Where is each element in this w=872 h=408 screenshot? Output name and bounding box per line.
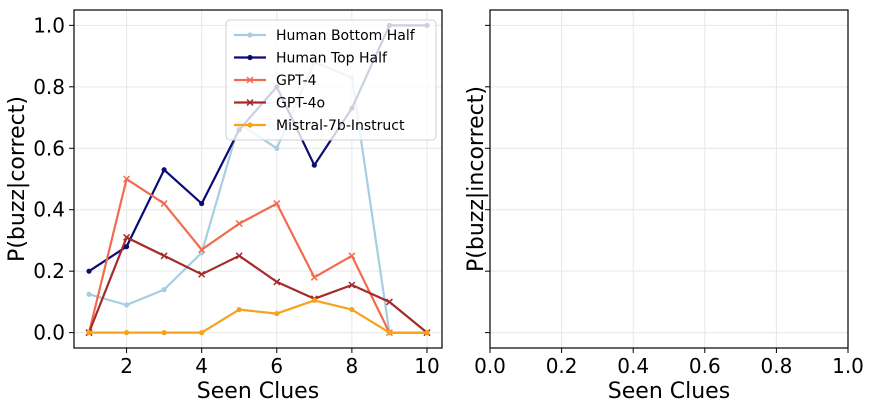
data-point-gpt-4o: [123, 233, 131, 241]
data-point-gpt-4: [310, 273, 318, 281]
data-point-gpt-4: [348, 252, 356, 260]
right-plot-frame: [489, 9, 849, 349]
legend-item-gpt-4o: GPT-4o: [234, 96, 325, 112]
left-y-tick-label: 0.0: [33, 321, 65, 345]
left-y-tick-label: 1.0: [33, 13, 65, 37]
left-y-tick-label: 0.6: [33, 136, 65, 160]
right-x-tick-label: 1.0: [832, 354, 864, 378]
right-x-ticks: 0.0 0.2 0.4 0.6 0.8 1.0: [474, 348, 864, 378]
data-point-human-bottom-half: [161, 287, 167, 293]
legend-marker: [247, 32, 253, 38]
left-x-axis-label: Seen Clues: [197, 379, 319, 404]
data-point-human-bottom-half: [86, 291, 92, 297]
data-point-gpt-4o: [385, 298, 393, 306]
legend-label: GPT-4o: [276, 96, 325, 112]
right-x-axis-label: Seen Clues: [608, 379, 730, 404]
data-point-human-top-half: [311, 162, 317, 168]
right-x-tick-label: 0.0: [474, 354, 506, 378]
right-x-tick-label: 0.6: [689, 354, 721, 378]
data-point-human-top-half: [161, 167, 167, 173]
data-point-gpt-4: [198, 246, 206, 254]
data-point-mistral-7b-instruct: [199, 330, 205, 336]
left-chart-panel: 2 4 6 8 10 0.0 0.2 0.4 0.6 0.8 1.0 Seen Clues P(b…: [5, 9, 443, 404]
right-chart-panel: 0.0 0.2 0.4 0.6 0.8 1.0 Seen Clues P(buzz|inc…: [464, 9, 864, 404]
data-point-mistral-7b-instruct: [236, 306, 242, 313]
left-y-ticks: 0.0 0.2 0.4 0.6 0.8 1.0: [33, 13, 74, 345]
data-point-mistral-7b-instruct: [386, 330, 393, 336]
legend-item-gpt-4: GPT-4: [234, 73, 317, 89]
data-point-gpt-4o: [235, 252, 243, 260]
left-x-tick-label: 10: [414, 354, 439, 378]
series-gpt-4o: [85, 233, 431, 337]
data-point-mistral-7b-instruct: [424, 330, 430, 336]
legend-marker: [246, 76, 254, 84]
legend-item-human-top-half: Human Top Half: [234, 51, 388, 67]
right-x-tick-label: 0.8: [760, 354, 792, 378]
left-x-ticks: 2 4 6 8 10: [120, 348, 440, 378]
data-point-gpt-4o: [273, 278, 281, 286]
legend-label: Mistral-7b-Instruct: [276, 118, 405, 134]
data-point-gpt-4: [235, 220, 243, 228]
data-point-human-top-half: [123, 244, 130, 250]
legend-label: Human Top Half: [276, 51, 388, 67]
data-point-gpt-4o: [160, 252, 168, 260]
legend: Human Bottom Half Human Top Half GPT-4 GPT-…: [225, 19, 437, 141]
left-x-tick-label: 4: [195, 354, 208, 378]
data-point-gpt-4: [160, 200, 168, 208]
left-y-axis-label: P(buzz|correct): [5, 96, 30, 262]
legend-marker: [247, 122, 253, 128]
series-line-mistral-7b-instruct: [89, 299, 427, 334]
data-point-human-bottom-half: [123, 302, 130, 308]
series-line-gpt-4o: [87, 236, 428, 334]
data-point-mistral-7b-instruct: [274, 310, 280, 317]
data-point-human-bottom-half: [274, 145, 280, 151]
right-gridlines: [489, 10, 849, 348]
right-y-ticks: [485, 24, 490, 334]
right-x-tick-label: 0.2: [546, 354, 578, 378]
legend-item-human-bottom-half: Human Bottom Half: [234, 28, 416, 44]
data-point-gpt-4o: [348, 281, 356, 289]
series-line-gpt-4: [87, 177, 427, 334]
legend-box: [225, 19, 437, 141]
data-point-human-top-half: [86, 268, 92, 274]
right-x-tick-label: 0.4: [617, 354, 649, 378]
right-y-axis-label: P(buzz|incorrect): [464, 86, 489, 272]
legend-label: Human Bottom Half: [276, 28, 416, 44]
data-point-gpt-4o: [198, 270, 206, 278]
data-point-mistral-7b-instruct: [161, 330, 167, 336]
data-point-mistral-7b-instruct: [349, 306, 355, 313]
data-point-human-top-half: [199, 200, 205, 207]
left-plot-frame: [73, 9, 443, 349]
series-mistral-7b-instruct: [86, 297, 430, 336]
legend-marker: [246, 98, 254, 107]
data-point-mistral-7b-instruct: [311, 297, 317, 303]
data-point-gpt-4: [273, 200, 281, 208]
left-x-tick-label: 8: [346, 354, 359, 378]
data-point-mistral-7b-instruct: [86, 330, 92, 336]
left-x-tick-label: 2: [120, 354, 133, 378]
legend-marker: [247, 54, 253, 61]
legend-label: GPT-4: [276, 73, 317, 89]
data-point-mistral-7b-instruct: [123, 330, 130, 336]
left-y-tick-label: 0.8: [33, 75, 65, 99]
left-y-tick-label: 0.2: [33, 259, 65, 283]
legend-item-mistral-7b-instruct: Mistral-7b-Instruct: [234, 118, 405, 134]
data-point-gpt-4: [123, 175, 131, 183]
left-y-tick-label: 0.4: [33, 198, 65, 222]
left-x-tick-label: 6: [270, 354, 283, 378]
